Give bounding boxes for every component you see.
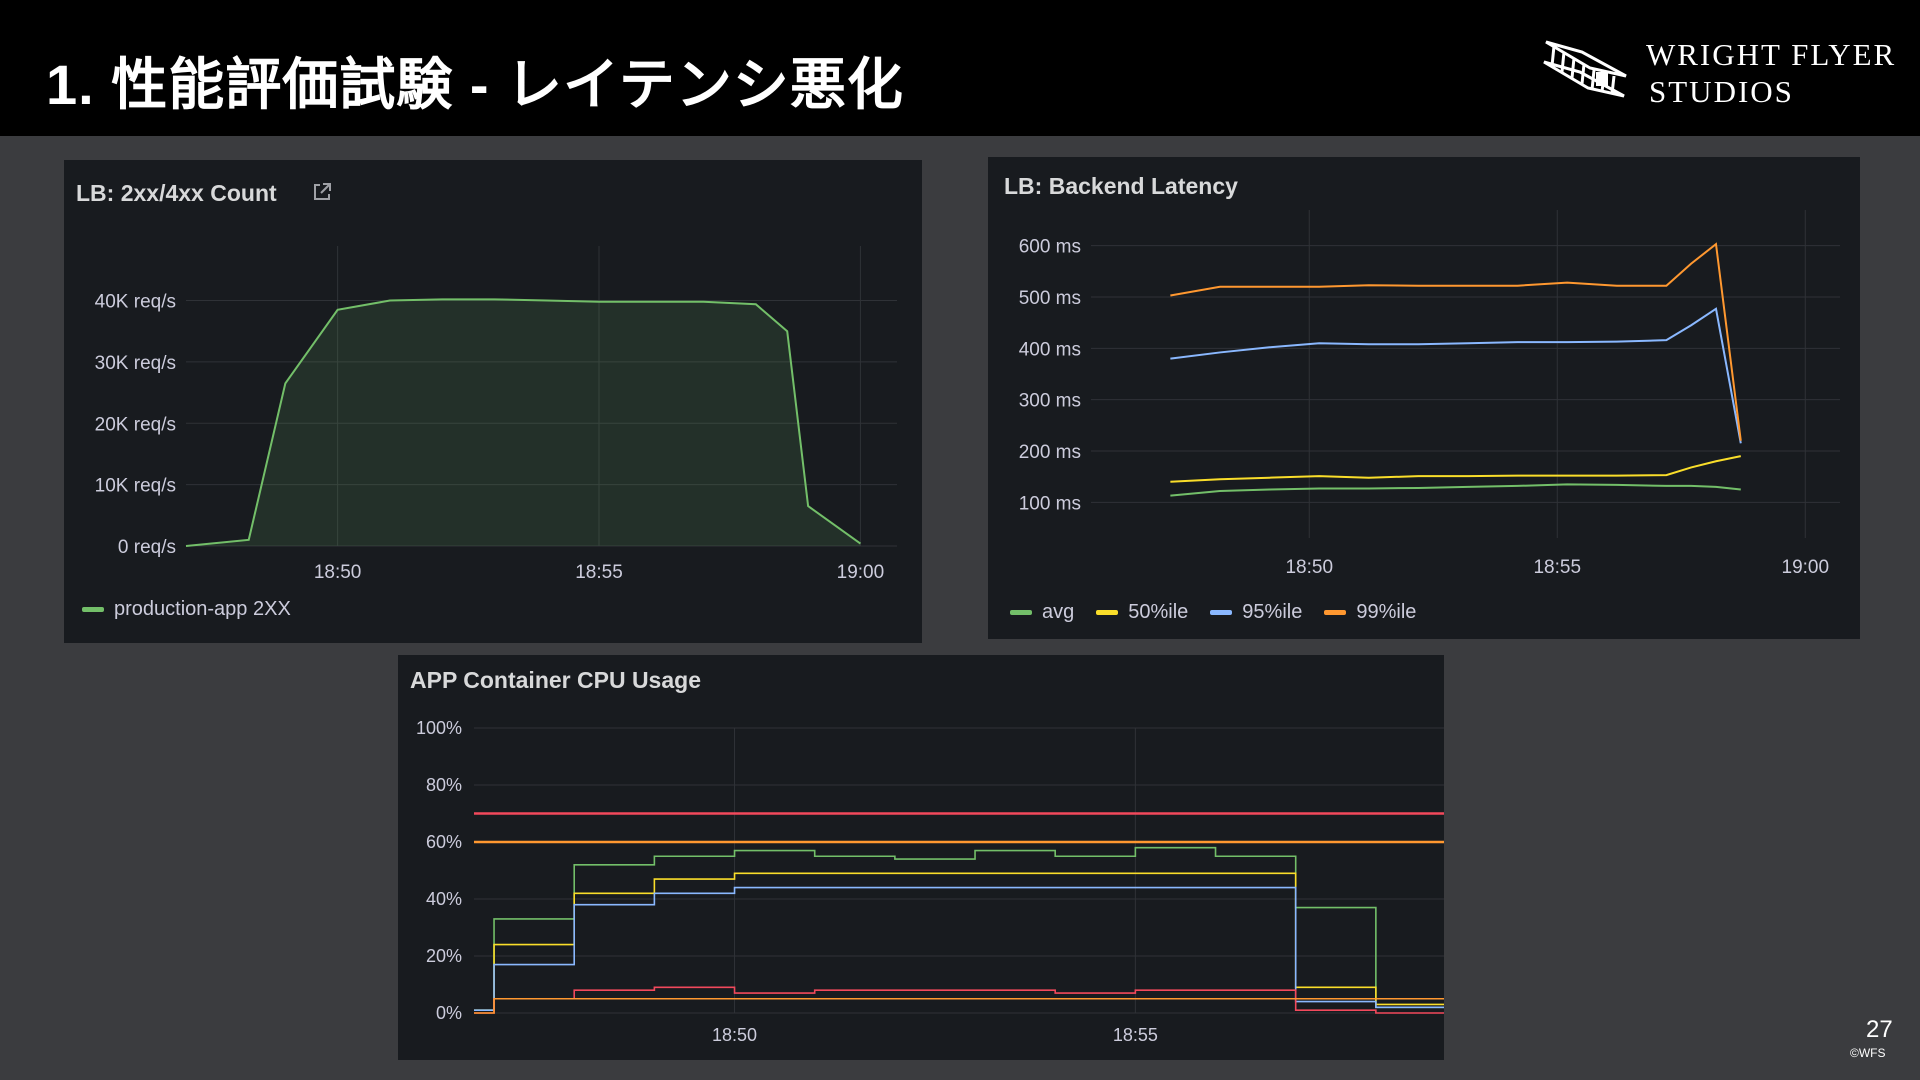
y-tick-label: 0 req/s bbox=[118, 537, 176, 558]
legend-swatch bbox=[82, 607, 104, 612]
airplane-logo-icon bbox=[1543, 40, 1627, 98]
x-tick-label: 18:50 bbox=[1285, 557, 1333, 578]
legend-label: 95%ile bbox=[1242, 601, 1303, 623]
company-logo: WRIGHT FLYER STUDIOS bbox=[1540, 26, 1894, 110]
legend-lb-count: production-app 2XX bbox=[82, 598, 291, 621]
series-area-2xx bbox=[186, 299, 861, 546]
slide-title: 1. 性能評価試験 - レイテンシ悪化 bbox=[46, 53, 904, 116]
cpu-series-line-0 bbox=[474, 846, 1444, 1011]
x-tick-label: 18:50 bbox=[314, 562, 362, 583]
y-tick-label: 200 ms bbox=[1019, 442, 1081, 463]
legend-item-95ile[interactable]: 95%ile bbox=[1210, 601, 1302, 624]
panel-title-backend-latency: LB: Backend Latency bbox=[1004, 173, 1238, 199]
copyright: ©WFS bbox=[1850, 1046, 1886, 1060]
page-number: 27 bbox=[1866, 1016, 1893, 1043]
legend-label: avg bbox=[1042, 601, 1075, 623]
x-tick-label: 18:55 bbox=[1533, 557, 1581, 578]
panel-title-cpu-usage: APP Container CPU Usage bbox=[410, 667, 701, 693]
cpu-series-line-3 bbox=[474, 986, 1444, 1014]
logo-line-2: STUDIOS bbox=[1649, 74, 1794, 109]
legend-label: production-app 2XX bbox=[114, 598, 291, 620]
series-line-50ile bbox=[1170, 455, 1741, 483]
x-tick-label: 18:55 bbox=[1113, 1025, 1158, 1045]
legend-item-99ile[interactable]: 99%ile bbox=[1324, 601, 1416, 624]
legend-label: 99%ile bbox=[1356, 601, 1417, 623]
legend-swatch bbox=[1010, 610, 1032, 615]
legend-item[interactable]: production-app 2XX bbox=[82, 598, 291, 621]
y-tick-label: 100 ms bbox=[1019, 493, 1081, 514]
y-tick-label: 100% bbox=[416, 718, 462, 738]
legend-swatch bbox=[1096, 610, 1119, 615]
y-tick-label: 20% bbox=[426, 946, 462, 966]
y-tick-label: 300 ms bbox=[1019, 391, 1081, 412]
external-link-icon[interactable] bbox=[310, 180, 334, 204]
y-tick-label: 0% bbox=[436, 1003, 462, 1023]
logo-line-1: WRIGHT FLYER bbox=[1646, 37, 1897, 72]
panel-title-lb-count: LB: 2xx/4xx Count bbox=[76, 180, 277, 206]
y-tick-label: 80% bbox=[426, 775, 462, 795]
cpu-series-line-2 bbox=[474, 886, 1444, 1011]
series-line-95ile bbox=[1170, 307, 1742, 444]
x-tick-label: 18:55 bbox=[575, 562, 623, 583]
legend-backend-latency: avg 50%ile 95%ile 99%ile bbox=[1010, 601, 1416, 624]
cpu-series-line-4 bbox=[474, 997, 1444, 1014]
x-tick-label: 18:50 bbox=[712, 1025, 757, 1045]
series-line-99ile bbox=[1170, 242, 1742, 441]
latency-chart: 100 ms 200 ms 300 ms 400 ms 500 ms 600 ms 18:5… bbox=[1019, 210, 1840, 578]
title-bar: 1. 性能評価試験 - レイテンシ悪化 WRIGHT FLYER STUDIOS bbox=[0, 0, 1920, 136]
panel-cpu-usage: APP Container CPU Usage 0% 20% 40% 60% 80% 10… bbox=[398, 655, 1444, 1060]
series-line-2xx bbox=[185, 298, 861, 547]
panel-lb-count: LB: 2xx/4xx Count 0 req/s 10K req/s 20K re… bbox=[64, 160, 922, 643]
legend-item-avg[interactable]: avg bbox=[1010, 601, 1074, 624]
legend-swatch bbox=[1210, 610, 1233, 615]
cpu-chart: 0% 20% 40% 60% 80% 100% 18:50 18:55 bbox=[416, 718, 1444, 1045]
panel-backend-latency: LB: Backend Latency 100 ms 200 ms 300 ms 40… bbox=[988, 157, 1860, 639]
legend-item-50ile[interactable]: 50%ile bbox=[1096, 601, 1188, 624]
y-tick-label: 600 ms bbox=[1019, 237, 1081, 258]
x-tick-label: 19:00 bbox=[837, 562, 885, 583]
y-tick-label: 30K req/s bbox=[95, 353, 176, 374]
y-tick-label: 40K req/s bbox=[95, 292, 176, 313]
legend-swatch bbox=[1324, 610, 1347, 615]
y-tick-label: 40% bbox=[426, 889, 462, 909]
y-tick-label: 20K req/s bbox=[95, 414, 176, 435]
requests-chart: 0 req/s 10K req/s 20K req/s 30K req/s 40K re… bbox=[95, 246, 897, 583]
series-line-avg bbox=[1170, 483, 1741, 497]
x-tick-label: 19:00 bbox=[1782, 557, 1830, 578]
y-tick-label: 400 ms bbox=[1019, 339, 1081, 360]
y-tick-label: 60% bbox=[426, 832, 462, 852]
legend-label: 50%ile bbox=[1128, 601, 1189, 623]
logo-text: WRIGHT FLYER STUDIOS bbox=[1646, 36, 1896, 110]
y-tick-label: 500 ms bbox=[1019, 288, 1081, 309]
y-tick-label: 10K req/s bbox=[95, 476, 176, 497]
